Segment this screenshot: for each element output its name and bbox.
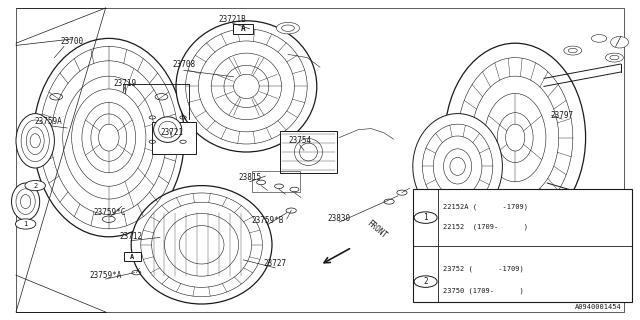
Text: 23750 (1709-      ): 23750 (1709- ) xyxy=(443,288,524,294)
Ellipse shape xyxy=(611,36,628,48)
Text: 23727: 23727 xyxy=(264,260,287,268)
Text: 23752 (      -1709): 23752 ( -1709) xyxy=(443,266,524,272)
Ellipse shape xyxy=(33,38,184,237)
Text: 23759*C: 23759*C xyxy=(94,208,126,217)
Text: 1: 1 xyxy=(24,221,28,227)
Ellipse shape xyxy=(176,21,317,152)
Ellipse shape xyxy=(445,43,586,232)
Text: 2: 2 xyxy=(33,183,37,188)
Bar xyxy=(152,122,196,154)
Ellipse shape xyxy=(414,212,437,223)
Text: 1: 1 xyxy=(423,213,428,222)
Text: A0940001454: A0940001454 xyxy=(575,304,622,310)
Ellipse shape xyxy=(131,186,272,304)
Bar xyxy=(413,189,632,302)
Text: 23830: 23830 xyxy=(328,214,351,223)
Ellipse shape xyxy=(413,114,502,219)
Text: 23754: 23754 xyxy=(288,136,311,145)
Text: 22152  (1709-      ): 22152 (1709- ) xyxy=(443,224,528,230)
Text: 23700: 23700 xyxy=(60,37,83,46)
Ellipse shape xyxy=(276,22,300,34)
Text: 23708: 23708 xyxy=(172,60,195,69)
Ellipse shape xyxy=(591,35,607,42)
Bar xyxy=(124,252,141,261)
Text: A: A xyxy=(131,254,134,260)
Text: 23759*B: 23759*B xyxy=(252,216,284,225)
Bar xyxy=(233,24,253,34)
Text: A: A xyxy=(241,24,246,33)
Text: 23759*A: 23759*A xyxy=(90,271,122,280)
Text: 2: 2 xyxy=(423,277,428,286)
Ellipse shape xyxy=(12,183,40,220)
Text: 23721B: 23721B xyxy=(218,15,246,24)
Ellipse shape xyxy=(414,276,437,287)
Text: 22152A (      -1709): 22152A ( -1709) xyxy=(443,203,528,210)
Ellipse shape xyxy=(15,219,36,229)
Bar xyxy=(280,131,337,173)
Ellipse shape xyxy=(564,46,582,55)
Text: FRONT: FRONT xyxy=(365,218,388,240)
Ellipse shape xyxy=(605,212,623,221)
Text: 23719: 23719 xyxy=(113,79,136,88)
Ellipse shape xyxy=(605,53,623,62)
Ellipse shape xyxy=(154,117,182,142)
Text: 23721: 23721 xyxy=(160,128,183,137)
Text: 23759A: 23759A xyxy=(34,117,62,126)
Text: 23815: 23815 xyxy=(238,173,261,182)
Text: 23712: 23712 xyxy=(120,232,143,241)
Bar xyxy=(252,171,300,192)
Text: 23797: 23797 xyxy=(550,111,573,120)
Ellipse shape xyxy=(16,114,54,168)
Ellipse shape xyxy=(25,180,45,191)
